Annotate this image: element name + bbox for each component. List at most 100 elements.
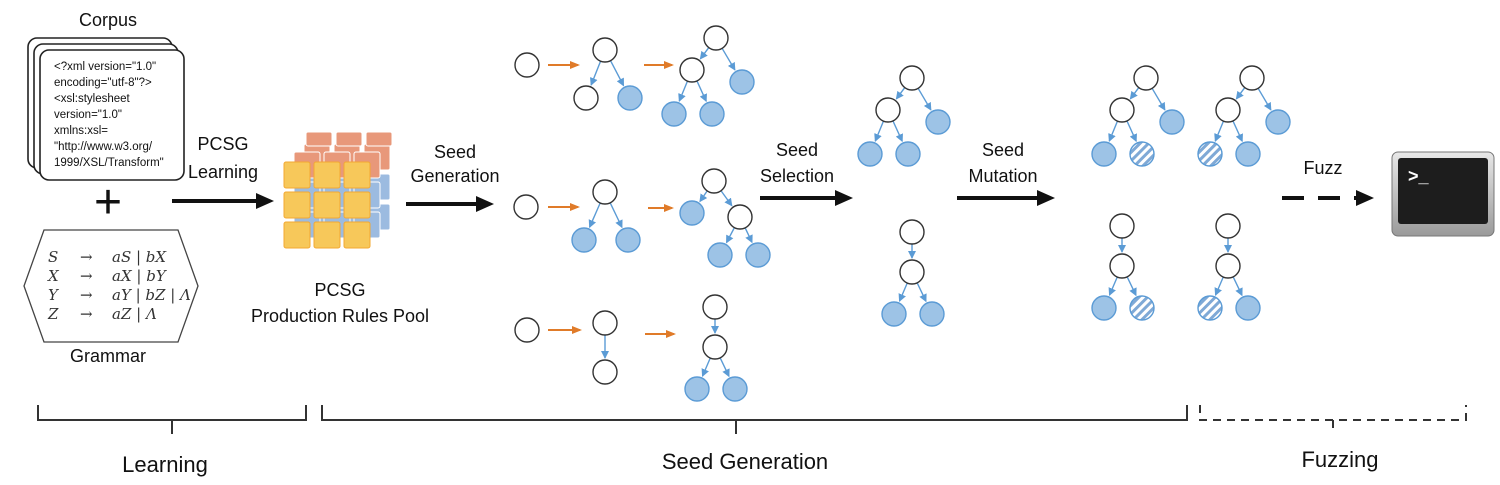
corpus-line: 1999/XSL/Transform" <box>54 157 164 169</box>
tree-node <box>1239 65 1265 91</box>
tree-edge <box>719 357 730 378</box>
corpus-title: Corpus <box>79 10 137 30</box>
tree-node <box>1159 109 1185 135</box>
pcsg-learning-label-1: PCSG <box>197 134 248 154</box>
tree-node <box>1133 65 1159 91</box>
tree-edge <box>917 87 932 111</box>
terminal-icon: >_ <box>1391 151 1495 237</box>
tree-node <box>727 204 753 230</box>
phase-fuzzing: Fuzzing <box>1301 447 1378 472</box>
tree-edge <box>720 190 733 207</box>
tree-node <box>684 376 710 402</box>
tree-node <box>707 242 733 268</box>
tree-node <box>701 168 727 194</box>
grammar-rule-rhs: aS | bX <box>112 248 167 266</box>
tree-edge <box>1126 120 1137 143</box>
tree-edge <box>1232 276 1243 297</box>
tree-edge <box>609 60 625 87</box>
tree-edge <box>892 120 903 143</box>
tree-node <box>875 97 901 123</box>
cube-cell <box>313 221 341 249</box>
corpus-line: encoding="utf-8"?> <box>54 77 152 89</box>
tree-node <box>1215 213 1241 239</box>
grammar-title: Grammar <box>70 346 146 366</box>
tree-node <box>1109 213 1135 239</box>
tree-node <box>1215 97 1241 123</box>
pcsg-learning-label-2: Learning <box>188 162 258 182</box>
tree-edge <box>1235 87 1246 100</box>
grammar-rules: S → aS | bX X → aX | bY Y → aY | bZ | Λ Z → aZ | Λ <box>47 248 191 323</box>
tree-edge <box>744 227 753 244</box>
seed-generation-bracket <box>321 405 1188 434</box>
seed-selection-label-2: Selection <box>760 166 834 186</box>
corpus-line: "http://www.w3.org/ <box>54 141 153 153</box>
tree-node <box>592 37 618 63</box>
tree-edge <box>678 80 689 102</box>
tree-node <box>513 194 539 220</box>
cube-cell <box>313 191 341 219</box>
tree-node <box>592 359 618 385</box>
tree-node <box>699 101 725 127</box>
production-rules-cube <box>283 131 393 249</box>
tree-edge <box>721 47 736 71</box>
tree-node <box>679 57 705 83</box>
seed-selection-label-1: Seed <box>776 140 818 160</box>
seed-mutation-label-1: Seed <box>982 140 1024 160</box>
tree-node <box>1265 109 1291 135</box>
cube-cell <box>283 191 311 219</box>
tree-node <box>1091 295 1117 321</box>
tree-edge <box>1129 87 1140 100</box>
tree-node <box>1235 141 1261 167</box>
fuzzing-bracket <box>1199 405 1467 434</box>
tree-edge <box>1151 87 1166 111</box>
tree-node <box>899 65 925 91</box>
plus-sign: + <box>94 176 122 229</box>
cube-cell <box>343 221 371 249</box>
tree-edge <box>898 282 908 303</box>
tree-edge <box>701 357 711 378</box>
grammar-hexagon <box>23 229 199 343</box>
tree-edge <box>699 190 708 203</box>
tree-node <box>1091 141 1117 167</box>
cube-cell <box>283 161 311 189</box>
tree-node <box>592 179 618 205</box>
tree-edge <box>895 87 906 100</box>
tree-node <box>571 227 597 253</box>
grammar-rule-rhs: aZ | Λ <box>112 305 157 323</box>
seed-generation-label-2: Generation <box>410 166 499 186</box>
seed-mutation-label-2: Mutation <box>968 166 1037 186</box>
tree-node <box>745 242 771 268</box>
learning-bracket <box>37 405 307 434</box>
grammar-rule-rhs: aX | bY <box>112 267 168 285</box>
tree-edge <box>725 227 736 244</box>
tree-edge <box>1126 276 1137 297</box>
grammar-rule-arrow: → <box>80 286 93 304</box>
tree-edge <box>588 202 601 229</box>
tree-edge <box>609 202 623 229</box>
pool-label-2: Production Rules Pool <box>251 306 429 326</box>
tree-edge <box>1108 120 1119 142</box>
tree-edge <box>874 120 885 142</box>
cube-cell <box>343 191 371 219</box>
tree-node <box>592 310 618 336</box>
tree-node <box>925 109 951 135</box>
tree-node <box>615 227 641 253</box>
cube-cell <box>365 131 393 147</box>
cube-cell <box>335 131 363 147</box>
grammar-rule-rhs: aY | bZ | Λ <box>112 286 191 304</box>
tree-edge <box>1232 120 1243 143</box>
tree-node <box>899 219 925 245</box>
tree-edge <box>1214 120 1225 142</box>
corpus-documents-icon <box>27 37 185 181</box>
tree-node <box>1129 141 1155 167</box>
tree-edge <box>696 80 707 103</box>
corpus-line: xmlns:xsl= <box>54 125 108 137</box>
tree-edge <box>1214 276 1224 297</box>
grammar-rule-arrow: → <box>80 305 93 323</box>
phase-learning: Learning <box>122 452 208 477</box>
tree-node <box>1235 295 1261 321</box>
tree-edge <box>1257 87 1272 111</box>
phase-seed-generation: Seed Generation <box>662 449 828 474</box>
tree-node <box>617 85 643 111</box>
